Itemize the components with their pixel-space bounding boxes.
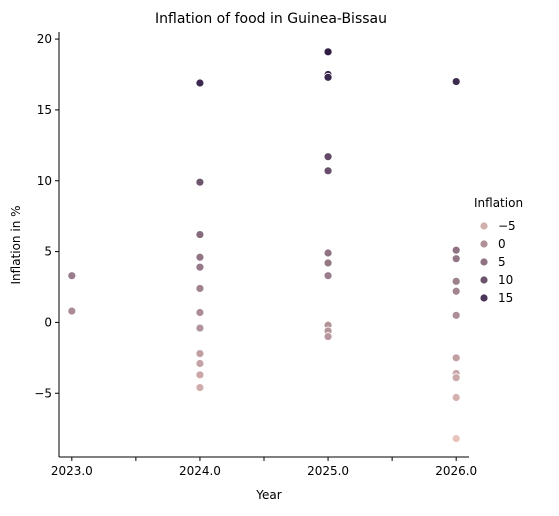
y-axis-label: Inflation in % bbox=[9, 205, 23, 284]
y-tick-label: −5 bbox=[34, 386, 52, 400]
data-point bbox=[323, 271, 333, 281]
x-tick-label: 2023.0 bbox=[51, 464, 93, 478]
data-point bbox=[195, 252, 205, 262]
x-tick-label: 2024.0 bbox=[179, 464, 221, 478]
data-point bbox=[195, 177, 205, 187]
data-point bbox=[323, 152, 333, 162]
legend-label: 10 bbox=[498, 273, 513, 287]
data-point bbox=[451, 310, 461, 320]
y-tick-label: 15 bbox=[37, 103, 52, 117]
y-tick-label: 0 bbox=[44, 315, 52, 329]
data-point bbox=[67, 271, 77, 281]
data-point bbox=[323, 72, 333, 82]
data-point bbox=[195, 323, 205, 333]
data-point bbox=[195, 383, 205, 392]
legend-marker bbox=[479, 257, 489, 267]
data-point bbox=[451, 286, 461, 296]
y-tick-label: 5 bbox=[44, 245, 52, 259]
data-point bbox=[195, 349, 205, 358]
y-tick-label: 10 bbox=[37, 174, 52, 188]
data-point bbox=[451, 353, 461, 363]
data-point bbox=[195, 262, 205, 272]
x-tick-label: 2026.0 bbox=[435, 464, 477, 478]
data-point bbox=[451, 77, 461, 86]
data-point bbox=[195, 230, 205, 239]
data-point bbox=[195, 308, 205, 317]
legend-label: 15 bbox=[498, 291, 513, 305]
data-point bbox=[323, 332, 333, 341]
data-point bbox=[451, 276, 461, 286]
data-point bbox=[323, 166, 333, 176]
legend-title: Inflation bbox=[474, 196, 523, 210]
x-tick-label: 2025.0 bbox=[307, 464, 349, 478]
legend-label: 0 bbox=[498, 237, 506, 251]
legend-label: −5 bbox=[498, 219, 516, 233]
legend: −5 0 5 10 15 bbox=[479, 219, 516, 305]
data-point bbox=[451, 373, 461, 383]
data-point bbox=[323, 248, 333, 258]
axes: −5 0 5 10 15 20 2023.0 2024.0 2025.0 2026.0 bbox=[34, 32, 477, 478]
legend-marker bbox=[479, 239, 489, 249]
data-point bbox=[67, 306, 77, 316]
data-point bbox=[195, 359, 205, 368]
y-tick-label: 20 bbox=[37, 32, 52, 46]
legend-marker bbox=[479, 221, 489, 231]
data-point bbox=[451, 393, 461, 402]
data-point bbox=[451, 254, 461, 264]
data-point bbox=[323, 47, 333, 57]
data-point bbox=[323, 258, 333, 268]
data-point bbox=[451, 434, 461, 443]
data-point bbox=[451, 245, 461, 255]
legend-marker bbox=[479, 293, 489, 303]
legend-label: 5 bbox=[498, 255, 506, 269]
data-point bbox=[195, 284, 205, 293]
data-point bbox=[195, 78, 205, 88]
data-points bbox=[67, 47, 461, 443]
data-point bbox=[195, 370, 205, 380]
chart-title: Inflation of food in Guinea-Bissau bbox=[155, 11, 387, 27]
legend-marker bbox=[479, 275, 489, 285]
x-axis-label: Year bbox=[255, 488, 281, 502]
